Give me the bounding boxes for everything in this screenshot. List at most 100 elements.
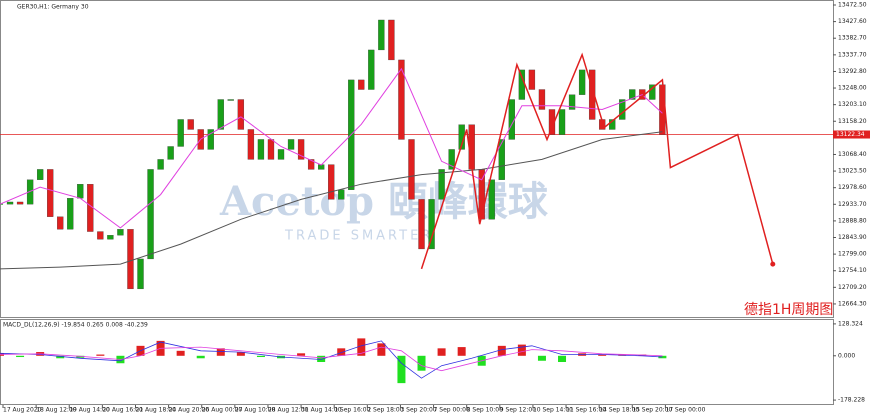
x-tick-label: 21 Aug 18:00 [135,407,176,413]
candle [227,99,234,101]
y-tick-label: 12843.90 [838,234,867,241]
candle [528,69,536,90]
candle [609,119,616,130]
x-tick-label: 14 Sep 18:00 [599,407,639,413]
x-tick-label: 15 Sep 20:00 [632,407,672,413]
annotation: 德指1H周期图 [744,302,833,318]
macd-bar [397,355,406,384]
y-tick-label: 13292.80 [838,68,867,75]
x-tick-label: 28 Aug 12:00 [268,407,309,413]
y-tick-label: 12754.10 [838,267,867,274]
macd-bar [377,343,386,356]
candle [67,198,74,230]
macd-bar [558,355,567,363]
x-tick-label: 31 Aug 14:00 [301,407,342,413]
candle [558,109,566,135]
watermark: Acetop 頤峰環球 [219,178,549,225]
candle [418,199,425,250]
y-tick-label: 12978.60 [838,184,867,191]
y-tick-label: 13068.40 [838,151,867,158]
x-tick-label: 7 Sep 00:00 [434,407,470,413]
y-tick-label: 12933.70 [838,201,867,208]
candle [137,258,144,290]
candle [77,184,84,199]
candle [57,216,64,230]
long-ma [0,131,663,270]
x-tick-label: 11 Sep 16:00 [566,407,606,413]
macd-label: MACD_DL(12,26,9) -19.854 0.265 0.008 -40… [3,322,148,329]
candle [47,169,54,217]
candle [16,201,24,205]
candle [629,89,636,100]
x-tick-label: 24 Aug 20:00 [169,407,210,413]
candle [167,146,174,160]
candle [107,235,114,240]
x-tick-label: 18 Aug 12:00 [36,407,77,413]
macd-bar [317,355,326,363]
y-tick-label: 12888.80 [838,217,867,224]
candle [378,19,385,51]
candle [428,199,435,250]
macd-bar [598,354,607,356]
macd-bar [176,350,185,356]
macd-signal [0,346,663,372]
candle [127,229,134,290]
candle [358,79,365,90]
candle [649,84,656,100]
x-tick-label: 10 Sep 14:00 [533,407,573,413]
candle [338,189,345,200]
candle [267,139,275,160]
candle [157,159,164,170]
current-price-label: 13122.34 [836,131,865,138]
x-tick-label: 17 Aug 2020 [3,407,42,413]
macd-bar [216,348,225,356]
chart-title: GER30,H1: Germany 30 [17,4,89,11]
current-price-box [833,130,870,139]
y-tick-label: 13158.20 [838,118,867,125]
y-tick-label: 13203.10 [838,101,867,108]
candle [187,119,194,130]
candle [117,229,124,236]
macd-bar [56,355,65,359]
x-tick-label: 2 Sep 18:00 [367,407,403,413]
y-tick-label: 13382.70 [838,35,867,42]
y-tick-label: 13337.70 [838,51,867,58]
short-ma [0,67,663,229]
candle [287,139,295,150]
candle [578,69,586,95]
candle [307,159,315,170]
x-tick-label: 9 Sep 12:00 [500,407,536,413]
candle [448,149,455,170]
candle [177,119,184,147]
macd-y-tick-label: -178.228 [838,397,865,404]
candle [368,49,375,90]
y-tick-label: 13023.50 [838,168,867,175]
y-tick-label: 13248.00 [838,85,867,92]
macd-bar [417,355,426,371]
candle [237,99,245,130]
macd-bar [96,354,105,356]
candle [147,169,154,260]
candle [207,129,214,150]
candle [518,69,526,100]
candle [488,179,495,220]
candle [568,94,576,110]
macd-bar [297,353,306,356]
macd-bar [16,355,25,358]
y-tick-label: 12799.00 [838,251,867,258]
candle [6,201,14,205]
candle [438,169,445,200]
macd-bar [457,347,466,356]
candle [588,69,596,120]
x-tick-label: 19 Aug 14:00 [69,407,110,413]
x-tick-label: 1 Sep 16:00 [334,407,370,413]
candle [498,139,505,180]
macd-bar [517,344,526,356]
candle [398,59,405,140]
candle [87,184,94,232]
price-frame [0,0,834,318]
macd-frame [0,319,834,405]
x-tick-label: 26 Aug 00:00 [202,407,243,413]
macd-bar [236,352,245,356]
